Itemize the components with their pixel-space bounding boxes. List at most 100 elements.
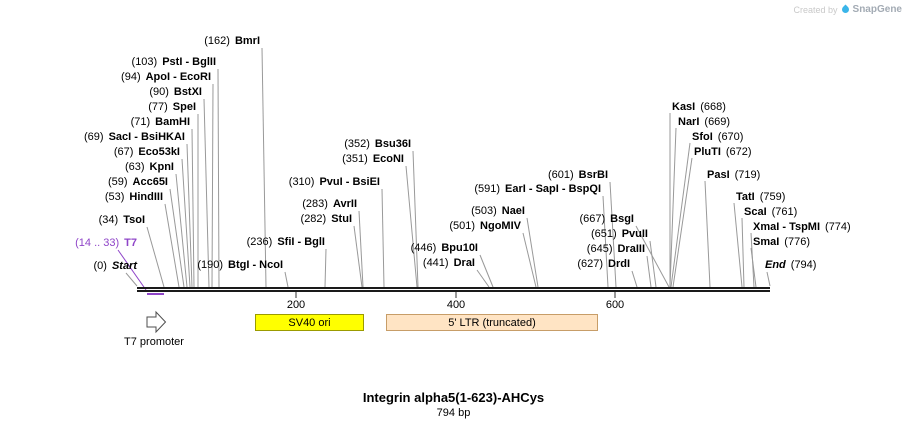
site-label-drai[interactable]: (441) DraI xyxy=(422,257,475,269)
ruler-tick-label: 400 xyxy=(446,299,466,311)
t7-promoter-span-underline xyxy=(147,293,164,295)
site-connector-line xyxy=(412,150,419,288)
site-connector-line xyxy=(358,210,364,288)
snapgene-logo-icon xyxy=(840,4,850,15)
site-connector-line xyxy=(175,173,188,288)
site-connector-line xyxy=(146,226,165,288)
site-connector-line xyxy=(203,98,210,288)
site-connector-lines xyxy=(117,47,771,291)
ruler-tick-marks xyxy=(295,292,616,298)
site-label-pasi[interactable]: PasI (719) xyxy=(707,169,761,181)
site-label-eco53ki[interactable]: (67) Eco53kI xyxy=(113,146,180,158)
sequence-line-top-strand xyxy=(137,287,770,289)
watermark-brand: SnapGene xyxy=(852,4,902,15)
construct-title: Integrin alpha5(1-623)-AHCys xyxy=(362,390,545,405)
site-label-bamhi[interactable]: (71) BamHI xyxy=(130,116,190,128)
site-connector-line xyxy=(609,181,617,288)
site-connector-line xyxy=(602,195,609,288)
site-connector-line xyxy=(169,188,185,288)
site-label-ngomiv[interactable]: (501) NgoMIV xyxy=(449,220,521,232)
site-label-naei[interactable]: (503) NaeI xyxy=(471,205,525,217)
site-connector-line xyxy=(181,158,191,288)
site-connector-line xyxy=(646,255,652,288)
site-connector-line xyxy=(381,188,385,288)
site-connector-line xyxy=(672,157,693,288)
site-connector-line xyxy=(353,225,363,288)
site-connector-line xyxy=(211,83,214,288)
site-connector-line xyxy=(750,247,757,288)
site-label-bpu10i[interactable]: (446) Bpu10I xyxy=(410,242,478,254)
site-connector-line xyxy=(649,240,657,288)
site-label-bsrbi[interactable]: (601) BsrBI xyxy=(547,169,608,181)
site-label-sfii-bgli[interactable]: (236) SfiI - BglI xyxy=(246,236,325,248)
t7-promoter-feature-label: T7 promoter xyxy=(124,336,184,348)
feature-5-ltr-truncated[interactable]: 5' LTR (truncated) xyxy=(386,314,598,331)
site-connector-line xyxy=(405,165,418,288)
site-label-start[interactable]: (0) Start xyxy=(93,260,137,272)
site-label-smai[interactable]: SmaI (776) xyxy=(753,236,810,248)
feature-sv40-ori-label: SV40 ori xyxy=(288,316,331,329)
watermark-created-by: Created by xyxy=(793,4,838,15)
site-connector-line xyxy=(733,202,743,288)
site-label-nari[interactable]: NarI (669) xyxy=(678,116,731,128)
site-label-spei[interactable]: (77) SpeI xyxy=(148,101,196,113)
site-connector-line xyxy=(704,180,711,288)
site-connector-line xyxy=(741,217,745,288)
site-label-pluti[interactable]: PluTI (672) xyxy=(694,146,752,158)
snapgene-watermark: Created by SnapGene xyxy=(794,4,903,15)
site-connector-line xyxy=(635,225,670,288)
site-connector-line xyxy=(164,203,180,288)
site-connector-line xyxy=(631,270,638,288)
site-connector-line xyxy=(186,143,193,288)
site-label-avrii[interactable]: (283) AvrII xyxy=(302,198,357,210)
site-connector-line xyxy=(669,127,677,288)
site-label-kpni[interactable]: (63) KpnI xyxy=(124,161,174,173)
site-connector-line xyxy=(217,68,220,288)
site-label-t7[interactable]: (14 .. 33) T7 xyxy=(75,237,137,249)
site-label-bstxi[interactable]: (90) BstXI xyxy=(149,86,202,98)
site-connector-line xyxy=(479,254,494,288)
site-label-apoi-ecori[interactable]: (94) ApoI - EcoRI xyxy=(121,71,211,83)
feature-5-ltr-label: 5' LTR (truncated) xyxy=(448,316,536,329)
site-label-kasi[interactable]: KasI (668) xyxy=(672,101,726,113)
site-label-bsu36i[interactable]: (352) Bsu36I xyxy=(344,138,411,150)
site-label-xmai-tspmi[interactable]: XmaI - TspMI (774) xyxy=(753,221,851,233)
site-label-sfoi[interactable]: SfoI (670) xyxy=(692,131,744,143)
site-connector-line xyxy=(191,128,195,288)
site-label-bsgi[interactable]: (667) BsgI xyxy=(579,213,634,225)
construct-length: 794 bp xyxy=(436,407,471,419)
site-label-eari-sapi-bspqi[interactable]: (591) EarI - SapI - BspQI xyxy=(474,183,601,195)
site-label-tati[interactable]: TatI (759) xyxy=(736,191,786,203)
site-label-acc65i[interactable]: (59) Acc65I xyxy=(107,176,168,188)
site-label-draiii[interactable]: (645) DraIII xyxy=(586,243,645,255)
feature-sv40-ori[interactable]: SV40 ori xyxy=(255,314,364,331)
site-connector-line xyxy=(324,248,327,288)
site-label-tsoi[interactable]: (34) TsoI xyxy=(98,214,145,226)
site-label-hindiii[interactable]: (53) HindIII xyxy=(104,191,163,203)
ruler-tick-label: 200 xyxy=(286,299,306,311)
site-connector-line xyxy=(766,271,771,287)
site-connector-line xyxy=(522,232,537,288)
site-label-econi[interactable]: (351) EcoNI xyxy=(342,153,404,165)
site-label-btgi-ncoi[interactable]: (190) BtgI - NcoI xyxy=(197,259,283,271)
site-connector-line xyxy=(125,272,138,287)
site-label-drdi[interactable]: (627) DrdI xyxy=(577,258,630,270)
site-label-stui[interactable]: (282) StuI xyxy=(300,213,352,225)
t7-promoter-arrow[interactable] xyxy=(146,310,167,334)
site-label-saci-bsihkai[interactable]: (69) SacI - BsiHKAI xyxy=(84,131,185,143)
site-connector-line xyxy=(284,271,289,288)
site-connector-line xyxy=(670,142,691,288)
site-label-pvuii[interactable]: (651) PvuII xyxy=(591,228,648,240)
sequence-line-bottom-strand xyxy=(137,290,770,292)
site-connector-line xyxy=(117,249,147,291)
site-label-scai[interactable]: ScaI (761) xyxy=(744,206,798,218)
site-label-bmri[interactable]: (162) BmrI xyxy=(204,35,260,47)
site-label-end[interactable]: End (794) xyxy=(765,259,817,271)
site-label-pvui-bsiei[interactable]: (310) PvuI - BsiEI xyxy=(288,176,380,188)
site-connector-line xyxy=(261,47,267,288)
map-footer: Integrin alpha5(1-623)-AHCys 794 bp xyxy=(0,390,907,419)
ruler-tick-label: 600 xyxy=(605,299,625,311)
site-label-psti-bglii[interactable]: (103) PstI - BglII xyxy=(131,56,216,68)
